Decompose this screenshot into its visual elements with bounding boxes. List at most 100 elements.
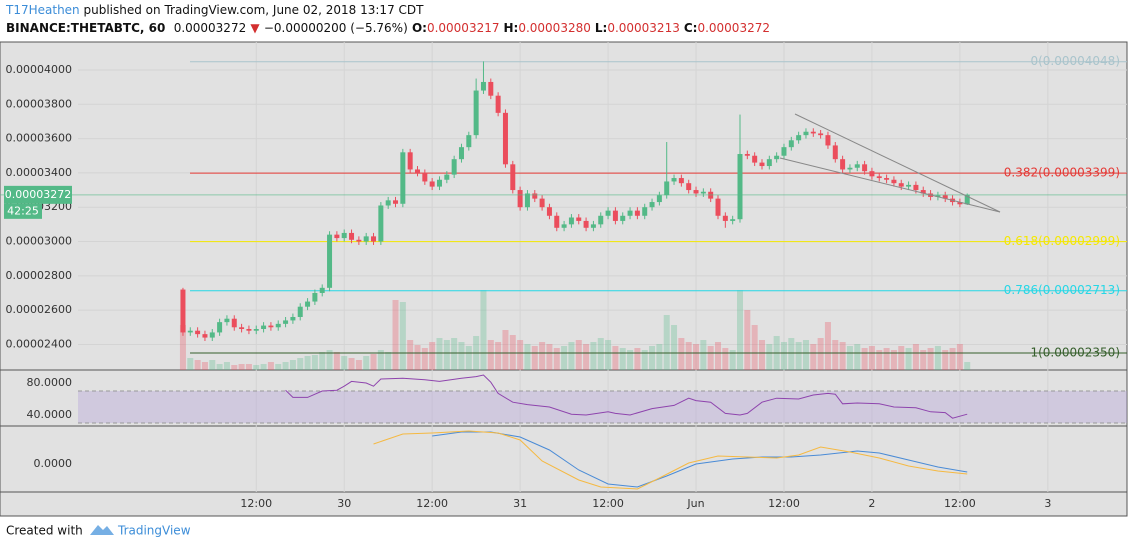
candle-body <box>664 181 670 196</box>
volume-bar <box>788 338 795 370</box>
countdown: 42:25 <box>7 204 39 217</box>
candle-body <box>612 210 618 221</box>
ohlc-value: 0.00003217 <box>426 21 500 35</box>
y-tick-label: 0.00003400 <box>6 166 72 179</box>
candle-body <box>876 176 882 179</box>
x-tick-label: 12:00 <box>592 497 624 510</box>
volume-bar <box>355 360 362 370</box>
candle-body <box>700 191 706 194</box>
volume-bar <box>348 358 355 370</box>
volume-bar <box>854 344 861 370</box>
volume-bar <box>758 340 765 370</box>
candle-body <box>495 95 501 113</box>
volume-bar <box>385 352 392 370</box>
candle-body <box>290 316 296 321</box>
volume-bar <box>194 360 201 370</box>
volume-bar <box>898 346 905 370</box>
volume-bar <box>531 346 538 370</box>
volume-bar <box>641 350 648 370</box>
y-tick-label: 0.00003800 <box>6 97 72 110</box>
volume-bar <box>231 365 238 370</box>
candle-body <box>590 224 596 228</box>
volume-bar <box>275 364 282 370</box>
candle-body <box>627 210 633 216</box>
volume-bar <box>766 344 773 370</box>
volume-bar <box>605 340 612 370</box>
candle-body <box>906 184 912 187</box>
trend-line <box>794 113 1001 213</box>
arrow: ▼ <box>250 21 260 35</box>
volume-bar <box>502 330 509 370</box>
candle-body <box>605 210 611 216</box>
y-tick-label: 0.00003000 <box>6 235 72 248</box>
author[interactable]: T17Heathen <box>6 3 80 17</box>
volume-bar <box>810 344 817 370</box>
y-tick-label: 80.0000 <box>27 376 73 389</box>
fib-label: 0.786(0.00002713) <box>1004 283 1120 297</box>
created-with: Created with <box>6 524 83 538</box>
candle-body <box>656 195 662 203</box>
candle-body <box>568 217 574 225</box>
volume-bar <box>737 290 744 370</box>
candle-body <box>510 164 516 191</box>
volume-bar <box>407 340 414 370</box>
volume-bar <box>443 340 450 370</box>
candle-body <box>693 190 699 194</box>
last-price-label: 0.00003272 <box>5 188 71 201</box>
candle-body <box>444 174 450 180</box>
volume-bar <box>509 335 516 370</box>
candle-body <box>818 133 824 136</box>
series-line <box>373 430 968 490</box>
candle-body <box>730 219 736 221</box>
candle-body <box>964 194 970 205</box>
brand[interactable]: TradingView <box>117 524 191 538</box>
candle-body <box>415 169 421 173</box>
change: −0.00000200 (−5.76%) <box>263 21 408 35</box>
volume-bar <box>846 346 853 370</box>
x-tick-label: 2 <box>868 497 875 510</box>
volume-bar <box>179 325 186 370</box>
candle-body <box>466 135 472 148</box>
volume-bar <box>597 338 604 370</box>
candle-body <box>180 289 186 333</box>
ohlc-value: 0.00003272 <box>697 21 770 35</box>
volume-bar <box>326 350 333 370</box>
volume-bar <box>949 348 956 370</box>
candle-body <box>788 140 794 148</box>
candle-body <box>744 154 750 156</box>
candle-body <box>737 154 743 220</box>
candle-body <box>283 320 289 324</box>
candle-body <box>341 232 347 239</box>
volume-bar <box>370 354 377 370</box>
y-tick-label: 0.00002600 <box>6 303 72 316</box>
volume-bar <box>912 344 919 370</box>
series-line <box>432 431 968 488</box>
candle-body <box>759 162 765 167</box>
candle-body <box>327 234 333 288</box>
candle-body <box>957 202 963 205</box>
volume-bar <box>568 342 575 370</box>
candle-body <box>583 220 589 228</box>
symbol-line: BINANCE:THETABTC, 60 0.00003272 ▼ −0.000… <box>6 21 774 35</box>
candle-body <box>752 155 758 163</box>
candle-body <box>913 184 919 191</box>
candle-body <box>620 215 626 221</box>
volume-bar <box>780 342 787 370</box>
candle-body <box>840 159 846 170</box>
candle-body <box>239 327 245 329</box>
candle-body <box>796 135 802 141</box>
candle-body <box>275 323 281 328</box>
candle-body <box>935 195 941 197</box>
volume-bar <box>319 352 326 370</box>
volume-bar <box>715 342 722 370</box>
volume-bar <box>297 358 304 370</box>
candle-body <box>268 325 274 328</box>
candle-body <box>532 193 538 199</box>
volume-bar <box>583 344 590 370</box>
candle-body <box>349 232 355 240</box>
volume-bar <box>700 340 707 370</box>
volume-bar <box>890 350 897 370</box>
candle-body <box>686 183 692 191</box>
volume-bar <box>465 346 472 370</box>
